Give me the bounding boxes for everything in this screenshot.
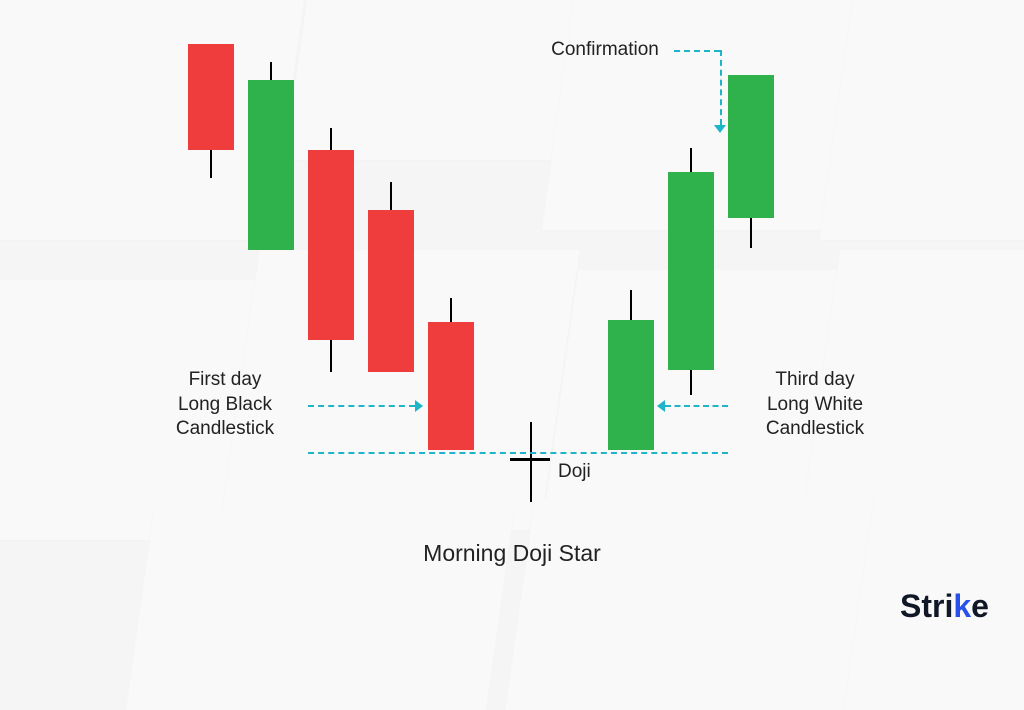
candle-7 — [728, 0, 774, 640]
baseline-line — [308, 452, 728, 454]
logo-end: e — [971, 588, 989, 624]
candle-2 — [308, 0, 354, 640]
candle-0 — [188, 0, 234, 640]
annotation-doji: Doji — [558, 460, 618, 485]
annotation-first-day: First day Long Black Candlestick — [140, 368, 310, 442]
brand-logo: Strike — [900, 588, 989, 625]
doji-wick — [530, 422, 532, 502]
third-day-arrow-head — [657, 400, 665, 412]
annotation-third-day: Third day Long White Candlestick — [730, 368, 900, 442]
confirmation-arrow-head — [714, 125, 726, 133]
candle-6 — [668, 0, 714, 640]
first-day-arrow-head — [415, 400, 423, 412]
confirmation-arrow-line — [720, 50, 722, 125]
logo-accent: k — [953, 588, 971, 624]
candle-1 — [248, 0, 294, 640]
doji-body — [510, 458, 550, 461]
confirmation-arrow-line — [674, 50, 720, 52]
chart-title: Morning Doji Star — [402, 540, 622, 567]
first-day-arrow-line — [308, 405, 415, 407]
annotation-confirmation: Confirmation — [530, 38, 680, 63]
logo-main: Stri — [900, 588, 953, 624]
third-day-arrow-line — [665, 405, 728, 407]
